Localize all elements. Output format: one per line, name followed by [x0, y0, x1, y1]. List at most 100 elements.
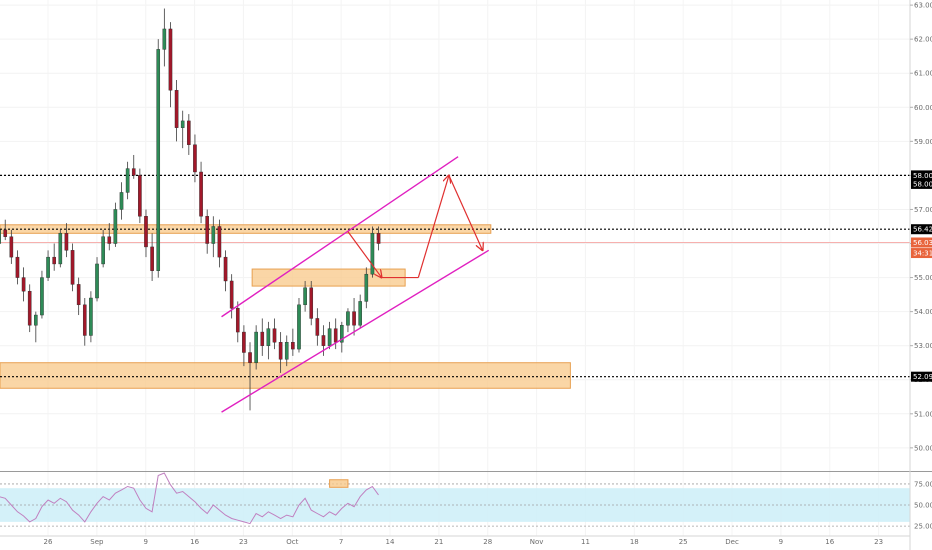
candle-body — [327, 328, 332, 346]
time-tick-label: 11 — [581, 538, 590, 546]
price-tag-label: 58.00 — [913, 172, 932, 180]
projection-arrow[interactable] — [448, 175, 483, 250]
candle-body — [248, 352, 252, 363]
grid-lines — [0, 0, 910, 536]
time-tick-label: 23 — [239, 538, 248, 546]
candle-body — [46, 256, 50, 278]
candle-body — [187, 120, 191, 145]
candle-body — [199, 171, 203, 217]
candle-body — [0, 229, 1, 244]
time-tick-label: 21 — [434, 538, 443, 546]
price-tick-label: 53.00 — [914, 342, 932, 350]
candle-body — [119, 192, 124, 210]
time-tick-label: 16 — [190, 538, 199, 546]
time-tick-label: Dec — [725, 538, 739, 546]
support-zone — [0, 362, 571, 389]
price-tick-label: 59.00 — [914, 138, 932, 146]
candle-body — [34, 314, 38, 326]
price-tag-label: 52.09 — [913, 373, 932, 381]
price-tick-label: 57.00 — [914, 206, 932, 214]
candle-body — [217, 226, 222, 258]
candle-body — [64, 233, 69, 251]
candle-body — [174, 90, 179, 128]
rsi-tick-label: 25.00 — [914, 523, 932, 531]
candle-body — [211, 226, 216, 244]
time-tick-label: Oct — [286, 538, 298, 546]
channel-layer[interactable] — [221, 156, 490, 413]
candle-body — [376, 233, 381, 244]
candle-body — [138, 175, 142, 217]
candle-body — [291, 342, 295, 350]
price-tick-label: 62.00 — [914, 36, 932, 44]
candle-body — [101, 236, 105, 265]
price-tick-label: 50.00 — [914, 444, 932, 452]
candle-body — [254, 331, 258, 363]
candle-body — [40, 277, 44, 316]
candle-body — [107, 236, 112, 244]
rsi-tick-label: 75.00 — [914, 480, 932, 488]
candle-body — [352, 311, 356, 326]
candle-body — [321, 335, 326, 346]
candle-body — [58, 233, 63, 265]
candle-body — [27, 290, 32, 326]
candle-body — [15, 256, 20, 278]
time-axis[interactable]: 26 Sep 9 16 23 Oct 7 14 21 28 Nov 11 18 25 Dec 9 16 23 — [0, 535, 910, 546]
rsi-tick-label: 50.00 — [914, 502, 932, 510]
price-tick-label: 54.00 — [914, 308, 932, 316]
projection-arrow[interactable] — [417, 175, 449, 278]
rsi-pane[interactable]: 25.00 50.00 75.00 — [0, 471, 932, 531]
price-tag — [911, 170, 932, 181]
price-tag-label: 56.03 — [913, 239, 932, 247]
projection-arrows-layer[interactable] — [347, 175, 483, 278]
candle-body — [162, 28, 167, 50]
price-tick-label: 63.00 — [914, 2, 932, 10]
price-tick-label: 60.00 — [914, 104, 932, 112]
price-tick-label: 55.00 — [914, 274, 932, 282]
time-tick-label: 9 — [143, 538, 147, 546]
channel-lower-line[interactable] — [221, 249, 490, 413]
candle-body — [358, 301, 362, 326]
candle-body — [95, 263, 99, 299]
price-tag — [911, 237, 932, 248]
candle-body — [82, 304, 87, 336]
projection-arrow[interactable] — [347, 231, 382, 278]
candle-body — [272, 328, 277, 343]
candle-body — [297, 304, 301, 350]
rsi-line — [0, 472, 379, 525]
time-tick-label: 26 — [44, 538, 53, 546]
price-tag — [911, 178, 932, 189]
time-tick-label: 9 — [779, 538, 783, 546]
price-tag — [911, 224, 932, 235]
candle-body — [340, 325, 344, 343]
candle-body — [168, 28, 173, 91]
price-axis[interactable]: 50.0051.0052.0053.0054.0055.0056.0057.00… — [909, 0, 932, 550]
candle-body — [242, 331, 246, 353]
price-tag-label: 56.42 — [913, 226, 932, 234]
candle-body — [89, 297, 93, 336]
candles-layer — [0, 8, 381, 411]
time-tick-label: 25 — [679, 538, 688, 546]
candle-body — [364, 273, 369, 302]
candle-body — [131, 168, 136, 176]
time-tick-label: 28 — [483, 538, 492, 546]
time-tick-label: 16 — [825, 538, 834, 546]
candle-body — [309, 287, 314, 319]
horizontal-lines-layer — [0, 174, 910, 378]
candle-body — [76, 284, 81, 306]
candle-body — [333, 328, 338, 343]
candle-body — [205, 216, 209, 244]
time-tick-label: 23 — [874, 538, 883, 546]
time-tick-label: Sep — [90, 538, 104, 546]
channel-upper-line[interactable] — [221, 156, 459, 318]
candle-body — [229, 280, 234, 309]
candle-body — [113, 209, 118, 244]
price-tag-label: 34:31 — [913, 250, 932, 258]
candle-body — [278, 342, 283, 360]
candle-body — [235, 308, 240, 333]
candle-body — [70, 250, 75, 285]
candle-body — [303, 287, 307, 306]
time-tick-label: Nov — [530, 538, 544, 546]
candle-body — [346, 311, 350, 326]
candle-body — [144, 216, 148, 248]
